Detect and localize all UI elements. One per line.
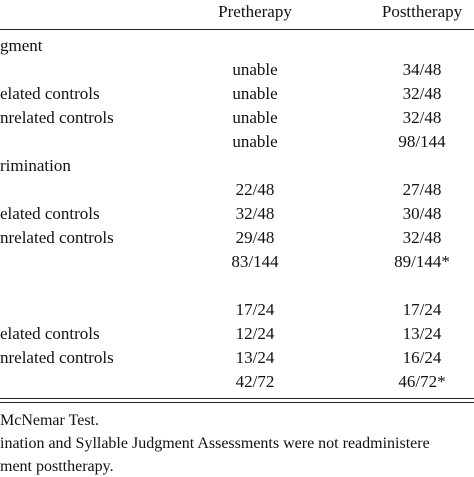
pre-value: 17/24	[235, 300, 275, 319]
row-label: elated controls	[0, 324, 100, 343]
post-value: 30/48	[402, 204, 442, 223]
footnote: McNemar Test.	[0, 412, 99, 429]
pre-value: 13/24	[235, 348, 275, 367]
pre-value: 12/24	[235, 324, 275, 343]
row-label: rimination	[0, 156, 71, 175]
post-value: 34/48	[402, 60, 442, 79]
row-label: elated controls	[0, 84, 100, 103]
row-label: elated controls	[0, 204, 100, 223]
foot-rule	[0, 398, 474, 399]
row-label: nrelated controls	[0, 348, 114, 367]
post-value: 98/144	[398, 132, 446, 151]
pre-value: 83/144	[231, 252, 279, 271]
row-label: gment	[0, 36, 43, 55]
footnote: ment posttherapy.	[0, 458, 114, 475]
post-value: 89/144*	[394, 252, 450, 271]
post-value: 13/24	[402, 324, 442, 343]
post-value: 46/72*	[398, 372, 446, 391]
row-label: nrelated controls	[0, 108, 114, 127]
pre-value: unable	[232, 84, 278, 103]
pre-value: unable	[232, 132, 278, 151]
pre-value: 22/48	[235, 180, 275, 199]
pre-value: 29/48	[235, 228, 275, 247]
pre-value: 32/48	[235, 204, 275, 223]
post-value: 32/48	[402, 228, 442, 247]
pre-value: unable	[232, 108, 278, 127]
pre-value: unable	[232, 60, 278, 79]
footnote: ination and Syllable Judgment Assessment…	[0, 435, 430, 452]
pre-value: 42/72	[235, 372, 275, 391]
foot-rule	[0, 402, 474, 403]
header-pre: Pretherapy	[218, 2, 292, 21]
header-post: Posttherapy	[381, 2, 463, 21]
post-value: 16/24	[402, 348, 442, 367]
post-value: 32/48	[402, 84, 442, 103]
post-value: 27/48	[402, 180, 442, 199]
row-label: nrelated controls	[0, 228, 114, 247]
header-rule	[0, 29, 474, 30]
post-value: 32/48	[402, 108, 442, 127]
post-value: 17/24	[402, 300, 442, 319]
